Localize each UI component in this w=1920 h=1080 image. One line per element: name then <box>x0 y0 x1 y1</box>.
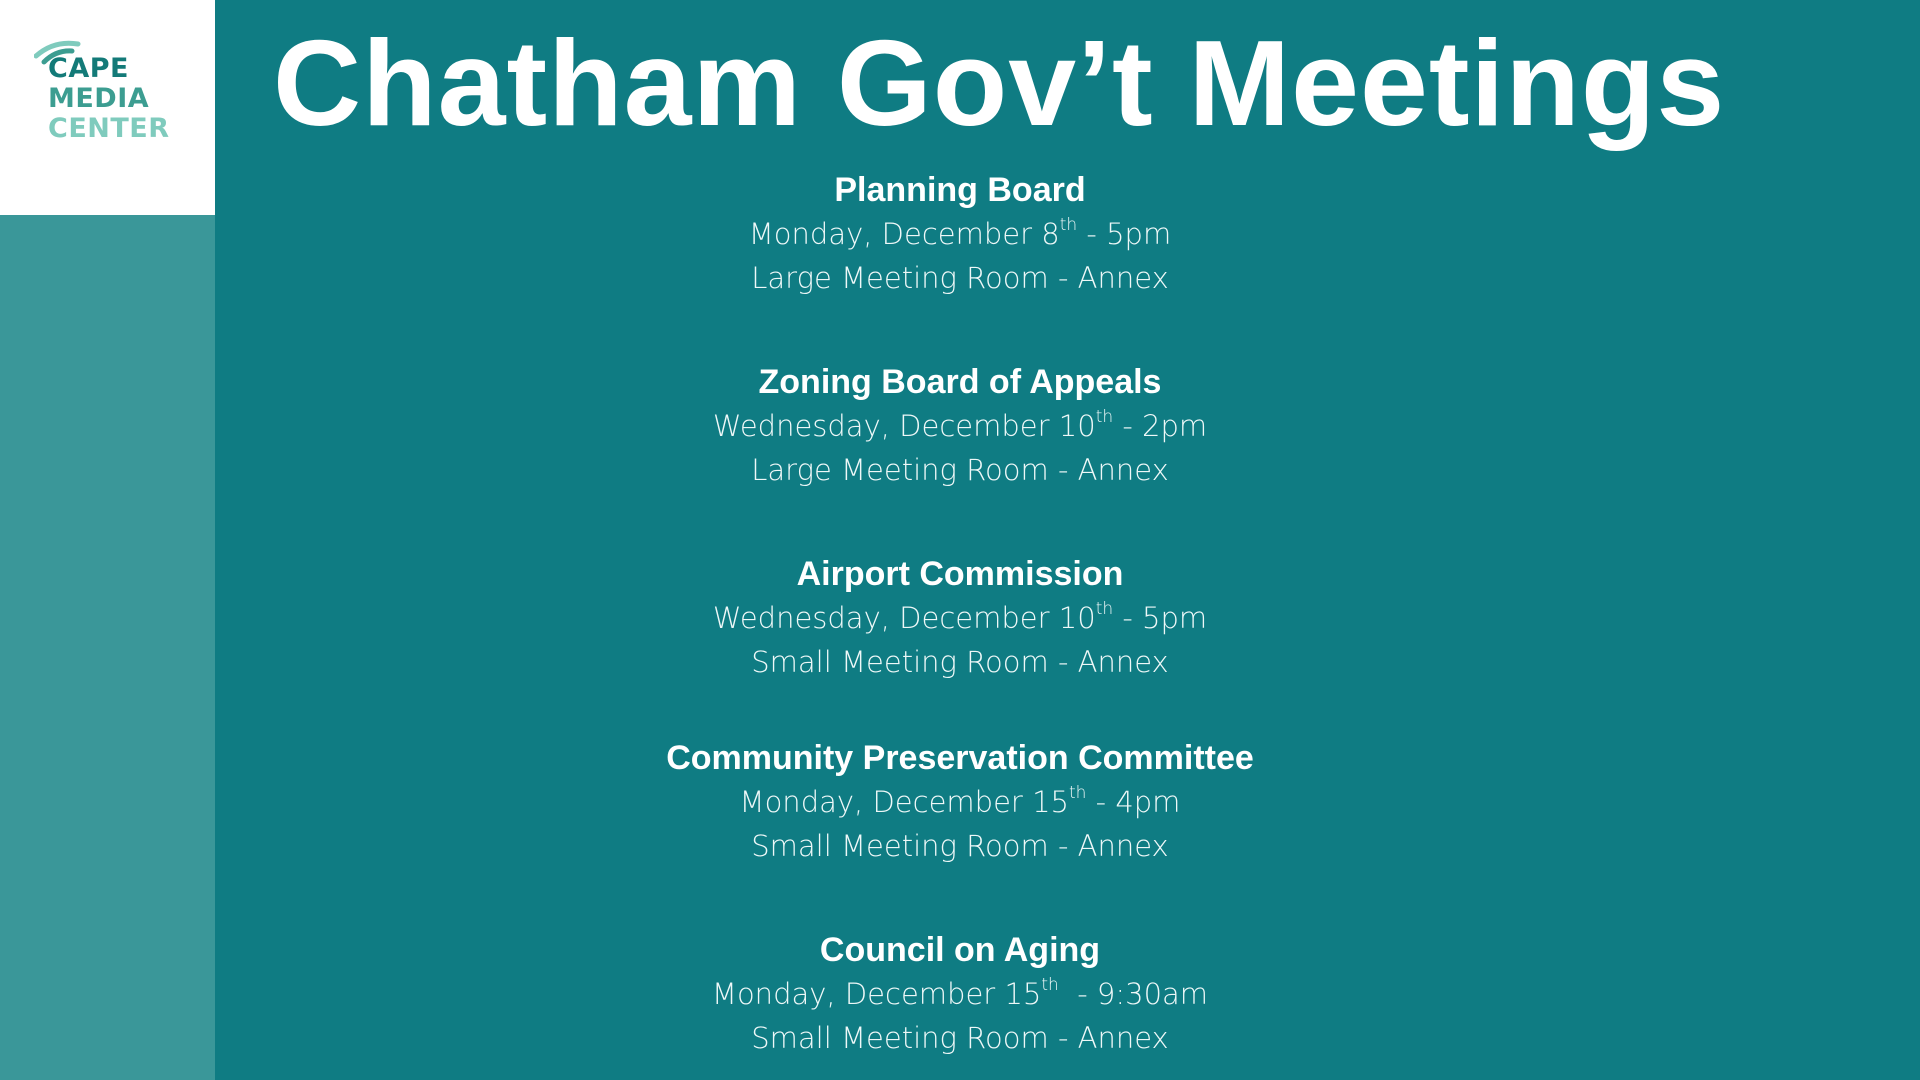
time-text: - 4pm <box>1086 785 1181 819</box>
meeting-item: Council on Aging Monday, December 15th -… <box>215 928 1705 1060</box>
meeting-item: Airport Commission Wednesday, December 1… <box>215 552 1705 684</box>
date-text: Wednesday, December 10 <box>712 409 1096 443</box>
meeting-location: Large Meeting Room - Annex <box>751 453 1169 487</box>
meeting-name: Council on Aging <box>819 931 1101 969</box>
meeting-location: Small Meeting Room - Annex <box>751 1021 1169 1055</box>
logo-text-media: MEDIA <box>48 83 150 114</box>
meeting-date: Wednesday, December 10th - 5pm <box>215 596 1705 640</box>
meeting-location: Small Meeting Room - Annex <box>751 645 1169 679</box>
date-suffix: th <box>1059 215 1078 235</box>
logo-text-center: CENTER <box>48 113 170 144</box>
meeting-name: Airport Commission <box>796 555 1124 593</box>
time-text: - 5pm <box>1113 601 1208 635</box>
time-text: - 9:30am <box>1058 977 1209 1011</box>
date-text: Monday, December 8 <box>748 217 1060 251</box>
time-text: - 2pm <box>1113 409 1208 443</box>
meeting-name: Zoning Board of Appeals <box>758 363 1162 401</box>
meeting-location: Small Meeting Room - Annex <box>751 829 1169 863</box>
time-text: - 5pm <box>1077 217 1172 251</box>
meeting-date: Monday, December 8th - 5pm <box>215 212 1705 256</box>
meeting-location: Large Meeting Room - Annex <box>751 261 1169 295</box>
date-text: Monday, December 15 <box>739 785 1069 819</box>
date-text: Wednesday, December 10 <box>712 601 1096 635</box>
date-suffix: th <box>1041 975 1059 995</box>
meeting-item: Planning Board Monday, December 8th - 5p… <box>215 168 1705 300</box>
meeting-name: Community Preservation Committee <box>666 739 1254 777</box>
meeting-item: Zoning Board of Appeals Wednesday, Decem… <box>215 360 1705 492</box>
meeting-date: Monday, December 15th - 4pm <box>215 780 1705 824</box>
date-suffix: th <box>1068 783 1087 803</box>
logo-panel: CAPE MEDIA CENTER <box>0 0 215 215</box>
meeting-date: Monday, December 15th - 9:30am <box>215 972 1705 1016</box>
logo-text-cape: CAPE <box>48 53 129 84</box>
wifi-signal-icon <box>34 40 81 65</box>
date-text: Monday, December 15 <box>711 977 1042 1011</box>
meeting-item: Community Preservation Committee Monday,… <box>215 736 1705 868</box>
date-suffix: th <box>1095 407 1114 427</box>
page-title: Chatham Gov’t Meetings <box>273 15 1726 151</box>
meeting-name: Planning Board <box>834 171 1086 209</box>
meeting-date: Wednesday, December 10th - 2pm <box>215 404 1705 448</box>
date-suffix: th <box>1095 599 1114 619</box>
cape-media-center-logo: CAPE MEDIA CENTER <box>34 38 194 148</box>
